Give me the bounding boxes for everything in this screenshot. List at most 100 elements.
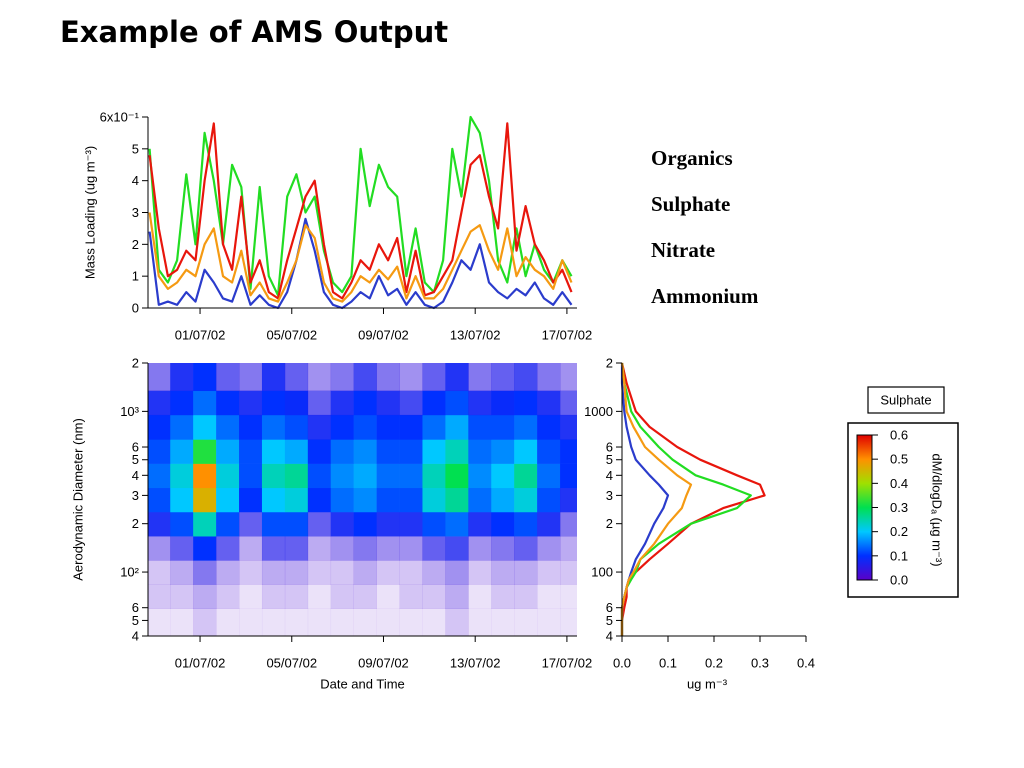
- y-tick-label: 0: [132, 301, 139, 316]
- heatmap-cell: [239, 487, 263, 513]
- heatmap-cell: [491, 560, 515, 585]
- heatmap-cell: [216, 608, 240, 636]
- heatmap-cell: [445, 560, 469, 585]
- heatmap-cell: [445, 390, 469, 416]
- heatmap-cell: [560, 608, 577, 636]
- series-line: [148, 217, 573, 310]
- series-line: [148, 122, 573, 300]
- x-tick-label: 13/07/02: [450, 656, 501, 671]
- series-line: [620, 362, 752, 636]
- heatmap-cell: [514, 414, 538, 440]
- heatmap-cell: [445, 487, 469, 513]
- heatmap-cell: [445, 463, 469, 489]
- series-line: [620, 362, 766, 636]
- y-tick-label: 2: [132, 516, 139, 531]
- y-tick-label: 6: [606, 600, 613, 615]
- x-tick-label: 17/07/02: [542, 328, 593, 343]
- y-tick-label: 6: [132, 600, 139, 615]
- heatmap-cell: [284, 536, 309, 561]
- heatmap-cell: [514, 390, 538, 416]
- y-tick-label: 10²: [120, 565, 139, 580]
- heatmap-cell: [239, 363, 263, 392]
- x-axis-label: Date and Time: [320, 677, 405, 692]
- x-tick-label: 0.1: [659, 656, 677, 671]
- heatmap-cell: [560, 560, 577, 585]
- heatmap-cell: [376, 390, 400, 416]
- y-tick-label: 4: [132, 629, 139, 644]
- heatmap-cell: [239, 608, 263, 636]
- heatmap-cell: [148, 536, 171, 561]
- heatmap-cell: [399, 390, 423, 416]
- heatmap-cell: [514, 536, 538, 561]
- heatmap-cell: [307, 584, 332, 609]
- heatmap-cell: [148, 363, 171, 392]
- heatmap-cell: [330, 463, 354, 489]
- heatmap-cell: [399, 511, 423, 537]
- heatmap-cell: [399, 439, 423, 464]
- heatmap-cell: [491, 584, 515, 609]
- heatmap-cell: [353, 363, 377, 392]
- heatmap-cell: [376, 560, 400, 585]
- y-tick-label: 4: [606, 468, 613, 483]
- heatmap-cell: [514, 584, 538, 609]
- heatmap-cell: [239, 536, 263, 561]
- heatmap-cell: [514, 560, 538, 585]
- colorbar-tick-label: 0.2: [890, 524, 908, 539]
- heatmap-cell: [170, 536, 194, 561]
- heatmap-cell: [537, 608, 561, 636]
- heatmap-cell: [193, 584, 217, 609]
- heatmap-cell: [216, 390, 240, 416]
- heatmap-cell: [193, 608, 217, 636]
- series-line: [620, 362, 693, 636]
- heatmap-cell: [239, 390, 263, 416]
- heatmap-cell: [399, 560, 423, 585]
- heatmap-cell: [376, 584, 400, 609]
- heatmap-cell: [170, 487, 194, 513]
- heatmap-cell: [307, 608, 332, 636]
- legend-entry: Ammonium: [651, 284, 759, 308]
- heatmap-cell: [514, 463, 538, 489]
- heatmap-cell: [422, 608, 446, 636]
- y-tick-label: 4: [132, 173, 139, 188]
- heatmap-cell: [445, 511, 469, 537]
- x-tick-label: 05/07/02: [266, 656, 317, 671]
- heatmap-cell: [560, 439, 577, 464]
- heatmap-cell: [468, 439, 492, 464]
- colorbar-title-box: [867, 386, 945, 414]
- y-tick-label: 5: [132, 613, 139, 628]
- heatmap-cell: [537, 463, 561, 489]
- heatmap-cell: [353, 560, 377, 585]
- heatmap-cell: [537, 536, 561, 561]
- heatmap-cell: [239, 439, 263, 464]
- heatmap-cell: [148, 487, 171, 513]
- heatmap-cell: [330, 511, 354, 537]
- heatmap-cell: [261, 439, 286, 464]
- heatmap-cell: [330, 536, 354, 561]
- heatmap-cell: [148, 463, 171, 489]
- heatmap-cell: [330, 487, 354, 513]
- y-tick-label: 1000: [584, 404, 613, 419]
- y-tick-label: 5: [606, 452, 613, 467]
- y-tick-label: 3: [132, 205, 139, 220]
- heatmap-cell: [148, 560, 171, 585]
- heatmap-cell: [170, 363, 194, 392]
- heatmap-cell: [261, 560, 286, 585]
- heatmap-cell: [193, 363, 217, 392]
- heatmap-cell: [422, 560, 446, 585]
- heatmap-cell: [560, 363, 577, 392]
- heatmap-cell: [399, 608, 423, 636]
- heatmap-cell: [376, 608, 400, 636]
- heatmap-cell: [284, 584, 309, 609]
- heatmap-cell: [261, 511, 286, 537]
- heatmap-cell: [537, 487, 561, 513]
- heatmap-cell: [422, 414, 446, 440]
- heatmap-cell: [537, 414, 561, 440]
- y-axis-label: Mass Loading (ug m⁻³): [83, 146, 98, 279]
- series-line: [148, 115, 573, 297]
- y-tick-label: 3: [132, 488, 139, 503]
- heatmap-cell: [193, 560, 217, 585]
- heatmap-cell: [330, 560, 354, 585]
- x-tick-label: 0.0: [613, 656, 631, 671]
- heatmap-cell: [170, 463, 194, 489]
- y-tick-label: 1: [132, 269, 139, 284]
